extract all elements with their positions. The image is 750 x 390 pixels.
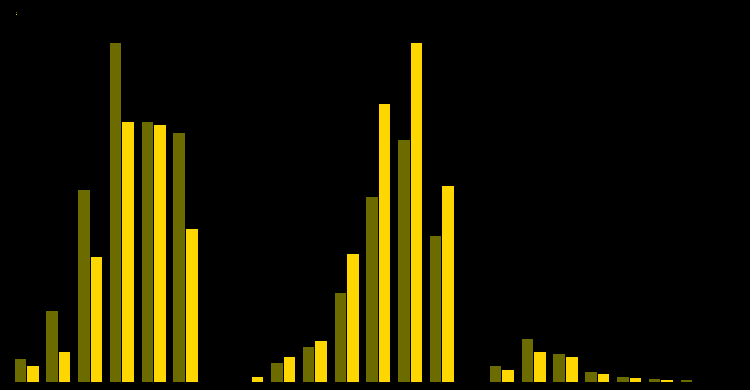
Bar [503, 370, 514, 382]
Bar [411, 43, 422, 382]
Bar [91, 257, 102, 382]
Bar [173, 133, 185, 382]
Bar [142, 122, 153, 382]
Bar [186, 229, 197, 382]
Bar [430, 236, 442, 382]
Bar [379, 104, 391, 382]
Bar [585, 372, 597, 382]
Bar [78, 190, 90, 382]
Bar [490, 366, 502, 382]
Bar [534, 352, 546, 382]
Bar [110, 43, 122, 382]
Bar [284, 357, 295, 382]
Bar [271, 363, 283, 382]
Legend: Male, Female: Male, Female [16, 12, 22, 15]
Bar [347, 254, 358, 382]
Bar [27, 366, 39, 382]
Bar [252, 377, 263, 382]
Bar [598, 374, 609, 382]
Bar [398, 140, 410, 382]
Bar [442, 186, 454, 382]
Bar [680, 380, 692, 382]
Bar [303, 347, 314, 382]
Bar [649, 379, 660, 382]
Bar [554, 354, 565, 382]
Bar [14, 359, 26, 382]
Bar [617, 377, 628, 382]
Bar [122, 122, 134, 382]
Bar [46, 311, 58, 382]
Bar [662, 380, 673, 382]
Bar [522, 339, 533, 382]
Bar [59, 352, 70, 382]
Bar [629, 378, 641, 382]
Bar [154, 126, 166, 382]
Bar [366, 197, 378, 382]
Bar [566, 357, 578, 382]
Bar [334, 293, 346, 382]
Bar [315, 341, 327, 382]
